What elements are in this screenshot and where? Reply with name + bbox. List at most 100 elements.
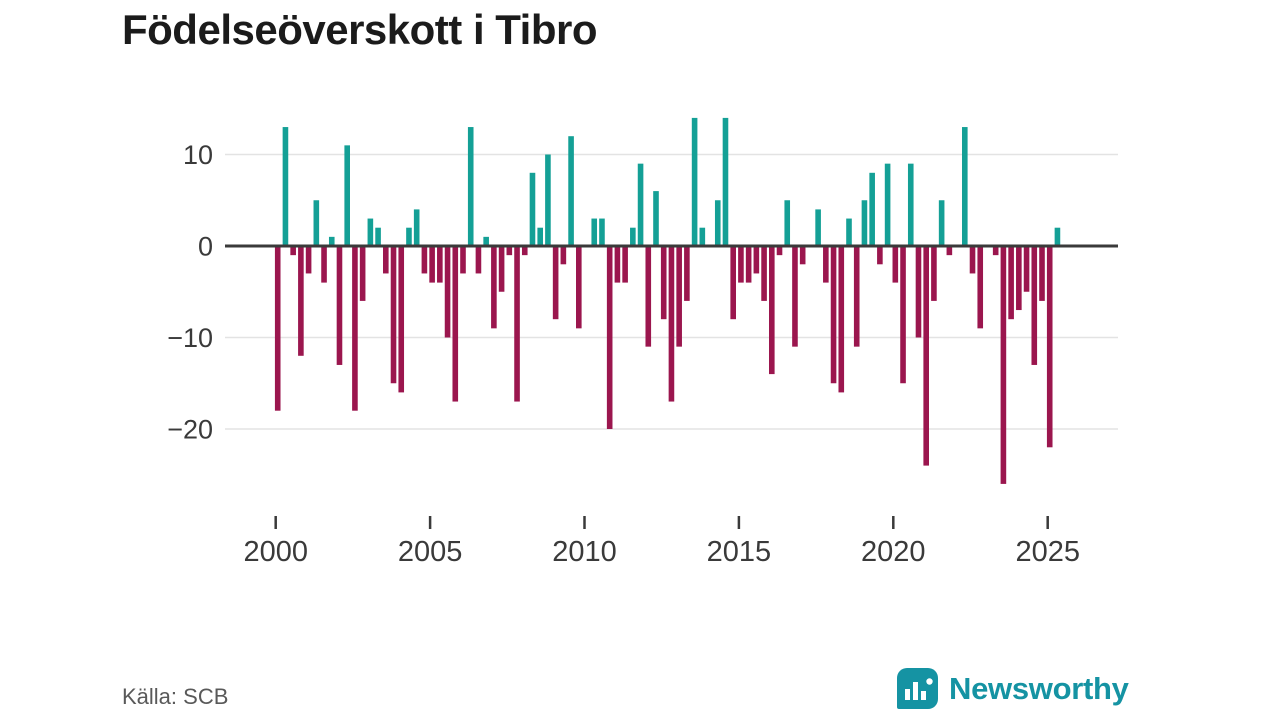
- x-tick-label: 2000: [243, 536, 308, 568]
- bar: [684, 246, 690, 301]
- bar: [321, 246, 327, 283]
- bar: [792, 246, 798, 347]
- bar: [761, 246, 767, 301]
- newsworthy-icon: [897, 668, 938, 709]
- bar: [730, 246, 736, 320]
- bar: [691, 117, 698, 247]
- bar: [660, 246, 667, 320]
- bar: [799, 246, 806, 265]
- x-tick-label: 2005: [398, 536, 463, 568]
- bar: [769, 246, 775, 375]
- source-label: Källa: SCB: [122, 684, 229, 709]
- bar: [568, 136, 574, 246]
- bar: [413, 209, 420, 246]
- bar: [738, 246, 744, 283]
- bar: [606, 246, 613, 429]
- bar: [915, 246, 922, 338]
- x-tick-label: 2025: [1015, 536, 1080, 568]
- brand-logo: Newsworthy: [897, 668, 1129, 709]
- bar: [969, 246, 976, 274]
- bar: [545, 154, 551, 246]
- bar: [483, 236, 489, 246]
- bar: [653, 191, 659, 246]
- bar: [506, 246, 513, 256]
- bar: [552, 246, 559, 320]
- brand-name: Newsworthy: [949, 670, 1129, 706]
- y-tick-label: 0: [198, 232, 213, 262]
- bar: [714, 200, 721, 246]
- bar: [1054, 227, 1061, 246]
- chart-title: Födelseöverskott i Tibro: [122, 6, 598, 53]
- bar: [645, 246, 652, 347]
- bar: [576, 246, 582, 329]
- bar: [630, 227, 636, 246]
- bar: [753, 246, 760, 274]
- bar: [460, 246, 466, 274]
- bar: [977, 246, 984, 329]
- bar: [877, 246, 883, 265]
- bar: [745, 246, 752, 283]
- bar: [328, 236, 335, 246]
- bar: [437, 246, 443, 283]
- bar: [1046, 246, 1053, 448]
- bar: [383, 246, 389, 274]
- bar: [637, 163, 644, 246]
- y-tick-label: −20: [167, 415, 213, 445]
- bar: [892, 246, 899, 283]
- bar: [313, 200, 320, 246]
- bar: [676, 246, 682, 347]
- bar: [398, 246, 405, 393]
- bar: [344, 145, 350, 246]
- bar: [591, 218, 598, 246]
- bar: [946, 246, 953, 256]
- bar: [699, 227, 706, 246]
- bar: [923, 246, 929, 466]
- bar: [521, 246, 528, 256]
- bar: [1031, 246, 1038, 365]
- bar: [622, 246, 628, 283]
- bar: [853, 246, 860, 347]
- bar: [784, 200, 791, 246]
- bar: [838, 246, 845, 393]
- bar: [298, 246, 304, 356]
- y-tick-label: −10: [167, 323, 213, 353]
- bar: [274, 246, 281, 411]
- bar: [282, 127, 289, 246]
- bar: [884, 163, 891, 246]
- bar: [537, 227, 543, 246]
- bar: [514, 246, 520, 402]
- bar: [529, 172, 536, 246]
- bar: [406, 227, 412, 246]
- bar: [1016, 246, 1022, 311]
- bar: [336, 246, 343, 365]
- bar: [560, 246, 567, 265]
- x-tick-label: 2010: [552, 536, 617, 568]
- bar: [900, 246, 906, 384]
- bar: [421, 246, 428, 274]
- bar: [938, 200, 945, 246]
- bar: [498, 246, 505, 292]
- bar: [375, 227, 381, 246]
- bar: [776, 246, 783, 256]
- bar: [390, 246, 397, 384]
- x-tick-label: 2020: [861, 536, 926, 568]
- bar: [444, 246, 451, 338]
- bar: [869, 172, 875, 246]
- x-tick-label: 2015: [707, 536, 772, 568]
- bar: [599, 218, 605, 246]
- bar: [491, 246, 497, 329]
- bar: [475, 246, 482, 274]
- bar: [931, 246, 937, 301]
- bar: [668, 246, 675, 402]
- bar: [367, 218, 374, 246]
- bar: [907, 163, 914, 246]
- y-tick-label: 10: [183, 140, 213, 170]
- bar: [815, 209, 821, 246]
- bar: [359, 246, 366, 301]
- bar: [992, 246, 999, 256]
- bar: [452, 246, 459, 402]
- bar: [962, 127, 968, 246]
- bar: [1039, 246, 1045, 301]
